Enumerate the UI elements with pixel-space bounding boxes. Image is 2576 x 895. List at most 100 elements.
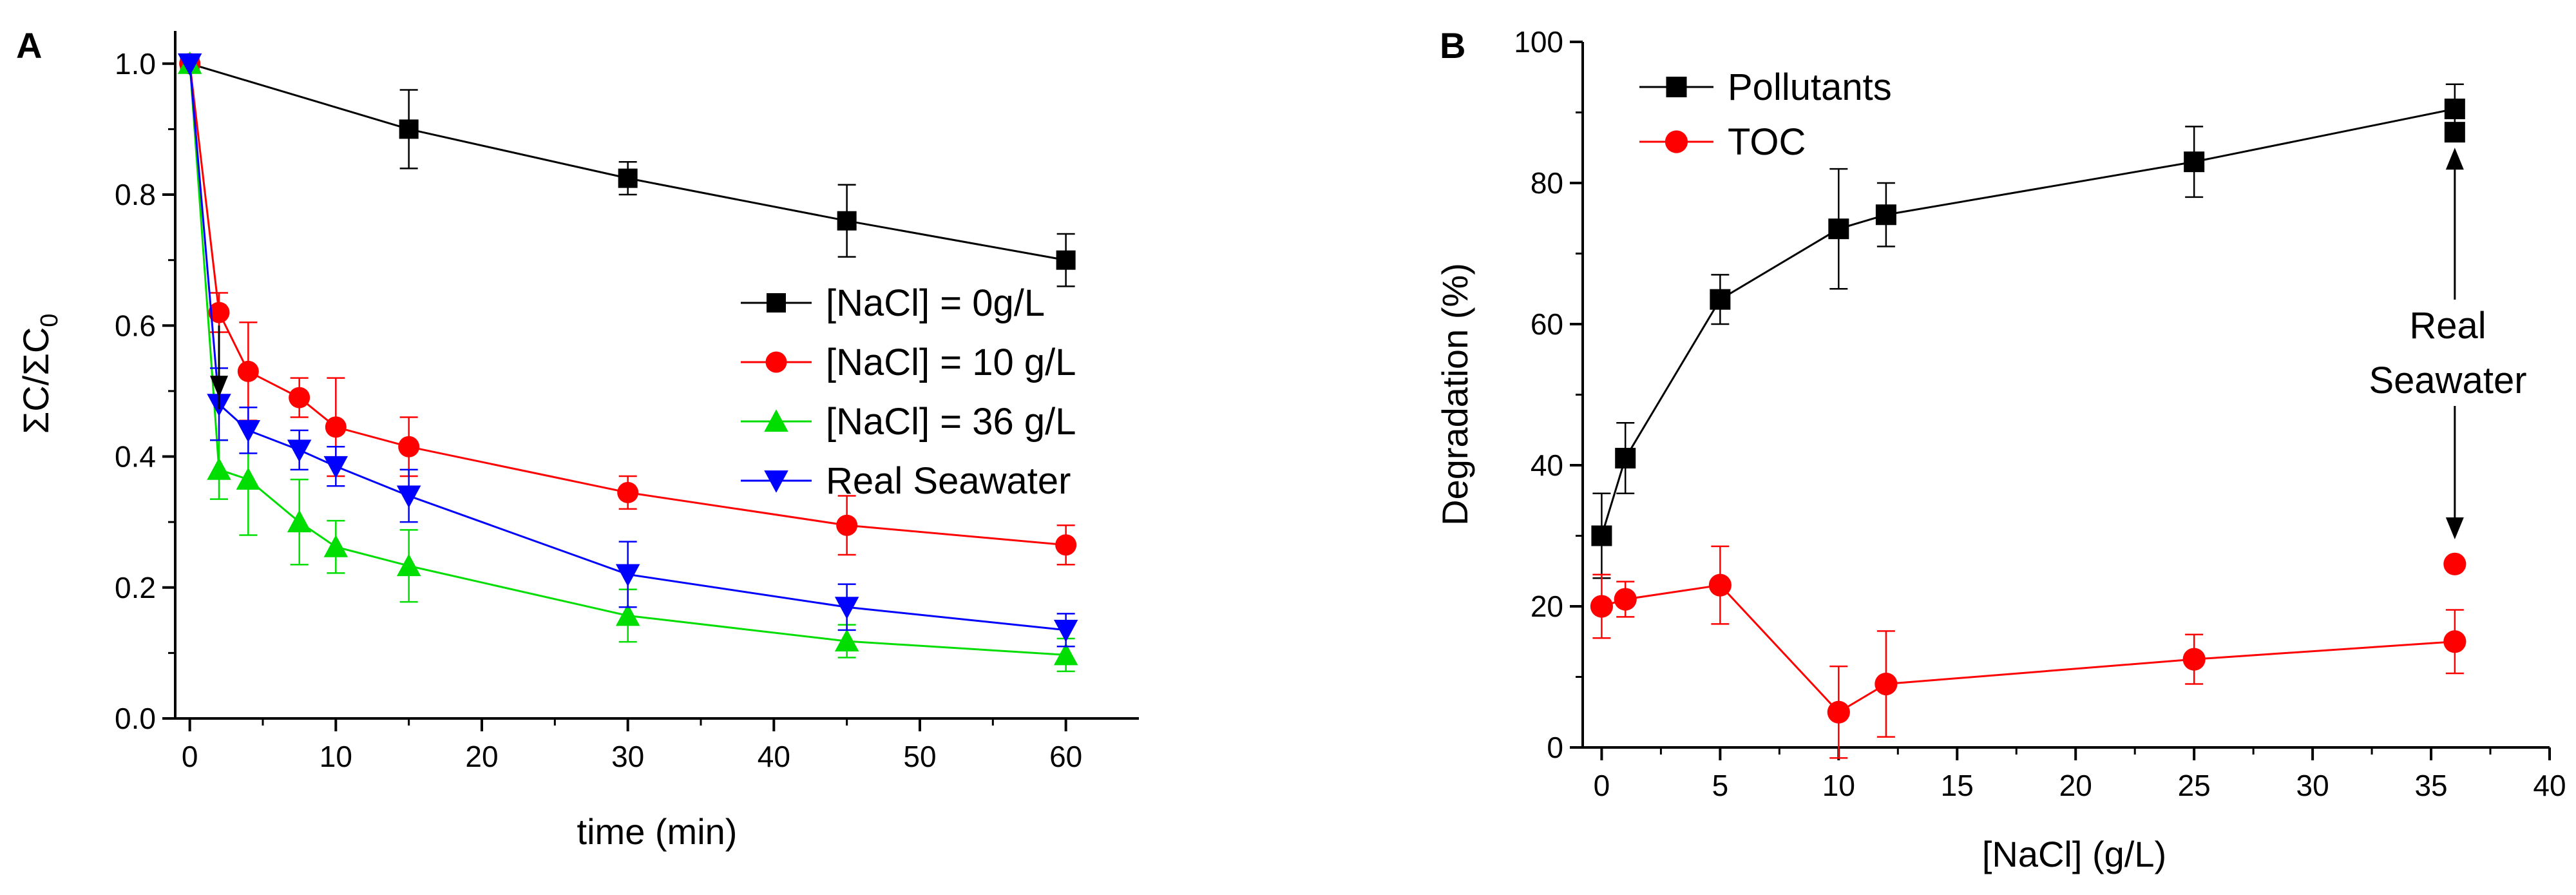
- panel-a-x-axis-title: time (min): [577, 811, 738, 852]
- x-tick-label: 25: [2178, 769, 2211, 802]
- x-tick-label: 10: [320, 740, 352, 773]
- data-point: [2184, 151, 2205, 173]
- x-tick-label: 30: [2296, 769, 2329, 802]
- data-point: [325, 416, 347, 438]
- data-point: [399, 119, 419, 139]
- panel-b-x-axis-title: [NaCl] (g/L): [1982, 834, 2166, 874]
- series-line: [1601, 584, 2455, 714]
- panel-a-y-axis-title-main: ΣC/ΣC: [15, 327, 56, 434]
- panel-a: A 0.0 0.2 0.4 0.6 0.8 1.0 0 10 20 30 40 50 60 time …: [15, 25, 1139, 852]
- series--nacl-36-g-l: [177, 52, 1078, 673]
- data-point: [398, 436, 420, 457]
- data-point: [1055, 534, 1077, 556]
- panel-a-y-axis-title-sub: 0: [36, 314, 63, 327]
- panel-a-letter: A: [16, 25, 42, 66]
- x-tick-label: 35: [2414, 769, 2447, 802]
- data-point: [1827, 700, 1850, 724]
- series--nacl-0g-l: [180, 53, 1076, 287]
- panel-a-series: [177, 52, 1078, 673]
- panel-b-letter: B: [1440, 25, 1465, 66]
- legend-marker: [1665, 130, 1688, 153]
- y-tick-label: 0.0: [115, 702, 156, 735]
- y-tick-label: 0.2: [115, 571, 156, 604]
- y-tick-label: 0: [1547, 731, 1563, 764]
- y-tick-label: 0.6: [115, 309, 156, 342]
- y-tick-label: 0.4: [115, 440, 156, 474]
- data-point: [615, 603, 640, 626]
- data-point: [1875, 672, 1898, 696]
- data-point: [834, 629, 859, 652]
- legend-label: [NaCl] = 36 g/L: [826, 401, 1076, 443]
- svg-text:ΣC/ΣC0: ΣC/ΣC0: [15, 314, 63, 434]
- data-point: [618, 168, 638, 188]
- legend-marker: [765, 351, 787, 373]
- x-tick-label: 15: [1941, 769, 1974, 802]
- data-point: [834, 597, 859, 619]
- seawater-point: [2443, 552, 2466, 575]
- data-point: [617, 481, 639, 503]
- data-point: [1590, 595, 1614, 618]
- series-pollutants: [1591, 83, 2465, 579]
- data-point: [837, 211, 857, 231]
- legend-label: [NaCl] = 10 g/L: [826, 342, 1076, 383]
- x-tick-label: 30: [611, 740, 644, 773]
- data-point: [1708, 573, 1732, 597]
- y-tick-label: 40: [1531, 448, 1563, 482]
- data-point: [1056, 250, 1076, 270]
- data-point: [1053, 642, 1078, 666]
- x-tick-label: 20: [465, 740, 498, 773]
- data-point: [237, 360, 259, 382]
- arrow-head: [2445, 517, 2464, 539]
- y-tick-label: 0.8: [115, 178, 156, 211]
- legend-marker: [767, 293, 786, 313]
- x-tick-label: 50: [903, 740, 936, 773]
- panel-b-x-ticks: 0 5 10 15 20 25 30 35 40: [1594, 747, 2566, 802]
- x-tick-label: 60: [1049, 740, 1082, 773]
- arrow-head: [210, 376, 228, 398]
- legend-item: Real Seawater: [741, 460, 1071, 502]
- data-point: [323, 535, 348, 557]
- y-tick-label: 20: [1531, 590, 1563, 623]
- data-point: [287, 439, 312, 463]
- legend-label: Real Seawater: [826, 460, 1071, 502]
- series-real-seawater: [177, 53, 1078, 648]
- data-point: [177, 53, 202, 76]
- y-tick-label: 100: [1514, 25, 1563, 59]
- panel-b-series: [1590, 83, 2466, 759]
- data-point: [1614, 588, 1637, 611]
- legend-label: [NaCl] = 0g/L: [826, 282, 1045, 324]
- data-point: [207, 457, 231, 480]
- data-point: [396, 553, 421, 577]
- x-tick-label: 40: [758, 740, 790, 773]
- y-tick-label: 80: [1531, 166, 1563, 200]
- data-point: [2444, 99, 2465, 120]
- panel-a-y-ticks: 0.0 0.2 0.4 0.6 0.8 1.0: [115, 47, 175, 735]
- panel-b: B 0 20 40 60 80 100 0 5 10 15 20 25 30 35 40 [NaCl] (…: [1435, 25, 2566, 874]
- data-point: [1710, 289, 1731, 310]
- data-point: [1053, 619, 1078, 642]
- panel-a-x-ticks: 0 10 20 30 40 50 60: [182, 718, 1082, 773]
- legend-item: Pollutants: [1639, 66, 1892, 108]
- x-tick-label: 0: [1594, 769, 1610, 802]
- legend-item: TOC: [1639, 121, 1806, 163]
- data-point: [1615, 448, 1636, 469]
- x-tick-label: 40: [2533, 769, 2566, 802]
- data-point: [289, 387, 310, 409]
- x-tick-label: 5: [1712, 769, 1729, 802]
- data-point: [1591, 525, 1612, 546]
- panel-b-annotation: Real Seawater: [2369, 148, 2527, 539]
- data-point: [2443, 630, 2466, 653]
- legend-label: Pollutants: [1728, 66, 1892, 108]
- x-tick-label: 10: [1822, 769, 1855, 802]
- panel-b-y-ticks: 0 20 40 60 80 100: [1514, 25, 1583, 764]
- legend-marker: [764, 409, 788, 432]
- x-tick-label: 20: [2059, 769, 2092, 802]
- data-point: [1828, 218, 1849, 240]
- legend-label: TOC: [1728, 121, 1806, 163]
- data-point: [396, 485, 421, 508]
- data-point: [2182, 648, 2206, 671]
- panel-b-annotation-line1: Real: [2409, 305, 2486, 347]
- panel-a-annotation-arrow: [210, 325, 228, 410]
- legend-item: [NaCl] = 10 g/L: [741, 342, 1076, 383]
